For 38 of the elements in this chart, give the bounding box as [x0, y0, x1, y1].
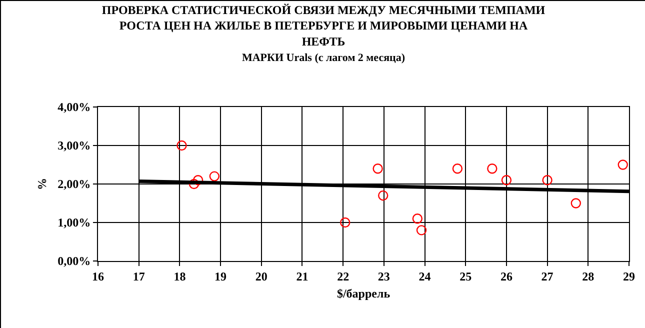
point	[452, 164, 463, 174]
x-tick-label: 19	[214, 269, 227, 284]
point	[501, 175, 512, 186]
chart-subtitle: МАРКИ Urals (с лагом 2 месяца)	[242, 52, 406, 64]
point	[192, 175, 204, 186]
x-tick-label: 29	[623, 269, 635, 284]
x-tick-label: 20	[255, 269, 268, 284]
point	[487, 164, 498, 174]
point	[412, 214, 423, 224]
y-tick-label: 4,00%	[58, 100, 91, 114]
y-tick-label: 2,00%	[58, 177, 91, 192]
x-axis-title: $/баррель	[336, 286, 391, 300]
x-tick-label: 22	[337, 269, 350, 284]
point	[340, 217, 350, 228]
point	[188, 178, 200, 190]
x-tick-label: 25	[460, 269, 472, 284]
x-tick-label: 21	[296, 269, 308, 284]
x-tick-label: 28	[582, 269, 594, 284]
x-tick-label: 18	[174, 269, 186, 284]
x-tick-label: 17	[132, 269, 145, 284]
point	[378, 190, 388, 201]
x-tick-label: 23	[378, 269, 390, 284]
chart-title: ПРОВЕРКА СТАТИСТИЧЕСКОЙ СВЯЗИ МЕЖДУ МЕСЯЧНЫМИ ТЕМПАМИ РОСТА ЦЕН НА ЖИЛЬЕ В ПЕТЕРБУРГЕ И МИРОВЫМИ ЦЕНАМИ НА НЕФТЬ	[102, 3, 546, 48]
point	[176, 140, 187, 151]
point	[618, 160, 628, 170]
point	[542, 175, 552, 186]
y-tick-label: 0,00%	[58, 254, 91, 268]
x-tick-label: 24	[418, 269, 431, 284]
x-tick-label: 26	[500, 269, 512, 284]
point	[416, 225, 427, 236]
point	[372, 164, 383, 174]
y-axis-title: %	[34, 178, 49, 190]
y-tick-label: 3,00%	[58, 138, 91, 153]
x-tick-label: 27	[541, 269, 554, 284]
point	[570, 198, 581, 208]
x-tick-label: 16	[92, 269, 104, 284]
point	[209, 171, 220, 182]
y-tick-label: 1,00%	[58, 216, 91, 230]
